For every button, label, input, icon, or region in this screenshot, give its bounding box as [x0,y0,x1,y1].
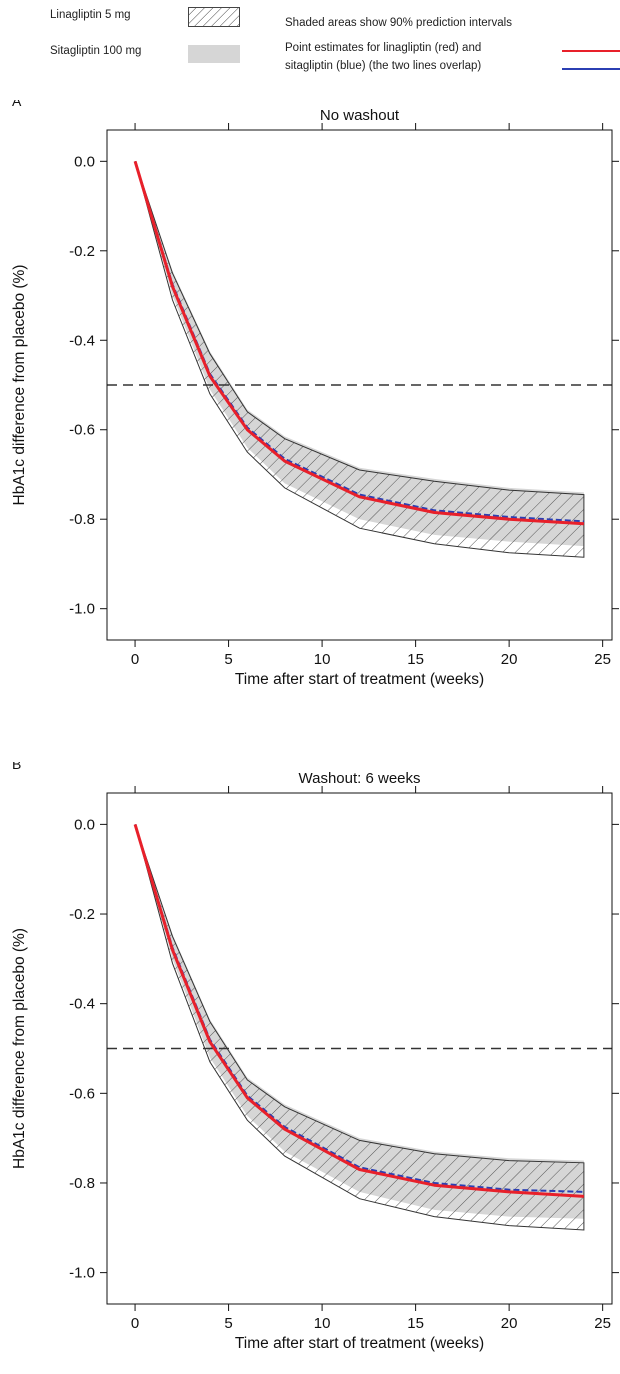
chart-title: Washout: 6 weeks [299,770,421,787]
panel-label: B [12,762,21,772]
y-tick-label: -0.8 [69,1175,95,1192]
x-tick-label: 5 [224,651,232,668]
x-axis-label: Time after start of treatment (weeks) [235,1335,484,1352]
prediction-band-linagliptin [134,161,585,558]
y-tick-label: -0.8 [69,511,95,528]
chart-b-svg: Washout: 6 weeks B 0 5 10 15 20 25 0.0 -0.2 -0.4 -0… [11,756,619,1352]
y-tick-label: -0.4 [69,332,95,349]
legend-note: Shaded areas show 90% prediction interva… [285,17,512,29]
y-tick-label: -0.2 [69,243,95,260]
x-tick-label: 15 [407,651,424,668]
x-axis-label: Time after start of treatment (weeks) [235,671,484,688]
x-tick-label: 0 [131,1315,139,1332]
series-line-sitagliptin [134,824,584,1193]
x-tick-label: 0 [131,651,139,668]
plot-frame [106,129,613,641]
y-tick-label: -0.6 [69,422,95,439]
y-tick-label: 0.0 [74,153,95,170]
chart-panel-a: No washout A 0 5 10 15 20 25 0.0 -0.2 -0.4 -0.6 -0.8… [0,93,620,740]
chart-panel-b: Washout: 6 weeks B 0 5 10 15 20 25 0.0 -0.2 -0.4 -0… [0,756,620,1369]
legend: Linagliptin 5 mg Sitagliptin 100 mg Shad… [0,0,620,96]
y-axis-label: HbA1c difference from placebo (%) [11,928,28,1169]
series-line-linagliptin [133,823,584,1198]
legend-point-line1: Point estimates for linagliptin (red) an… [285,42,482,54]
plot-frame [106,792,613,1305]
series-line-sitagliptin [134,161,584,523]
legend-point-line2: sitagliptin (blue) (the two lines overla… [285,60,482,72]
legend-line-sitagliptin [562,68,620,70]
x-tick-label: 20 [501,1315,518,1332]
legend-label-linagliptin: Linagliptin 5 mg [50,9,131,21]
y-tick-label: -0.2 [69,906,95,923]
legend-line-linagliptin [562,50,620,52]
y-tick-label: 0.0 [74,816,95,833]
y-tick-label: -1.0 [69,601,95,618]
legend-swatch-sitagliptin [188,45,240,63]
legend-swatch-linagliptin [188,7,240,27]
x-tick-label: 20 [501,651,518,668]
x-tick-label: 25 [594,651,611,668]
plot-area [107,160,612,558]
x-tick-label: 15 [407,1315,424,1332]
prediction-band-linagliptin [134,824,585,1231]
chart-title: No washout [320,107,400,124]
legend-label-sitagliptin: Sitagliptin 100 mg [50,45,142,57]
x-tick-label: 5 [224,1315,232,1332]
panel-label: A [12,100,22,109]
plot-area [107,823,612,1231]
y-axis-label: HbA1c difference from placebo (%) [11,265,28,506]
y-tick-label: -0.6 [69,1085,95,1102]
x-tick-label: 10 [314,1315,331,1332]
x-tick-label: 10 [314,651,331,668]
chart-a-svg: No washout A 0 5 10 15 20 25 0.0 -0.2 -0.4 -0.6 -0.8… [11,93,619,688]
y-tick-label: -0.4 [69,996,95,1013]
x-tick-label: 25 [594,1315,611,1332]
series-line-linagliptin [133,160,584,526]
y-tick-label: -1.0 [69,1265,95,1282]
